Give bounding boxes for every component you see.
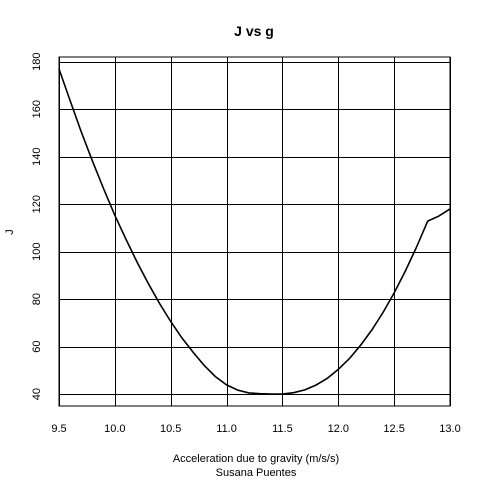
data-series-line	[58, 68, 451, 395]
y-tick-label: 60	[31, 341, 43, 353]
y-tick-label: 40	[31, 388, 43, 400]
chart-title: J vs g	[234, 23, 274, 39]
x-tick-label: 13.0	[439, 423, 460, 435]
y-tick-label: 160	[31, 100, 43, 118]
x-tick-label: 9.5	[51, 423, 66, 435]
x-axis-label: Acceleration due to gravity (m/s/s)	[173, 453, 339, 465]
x-tick-label: 12.0	[328, 423, 349, 435]
y-tick-label: 100	[31, 243, 43, 261]
y-axis-label: J	[4, 229, 16, 235]
y-tick-label: 180	[31, 53, 43, 71]
grid-lines	[59, 57, 451, 406]
x-tick-label: 10.0	[104, 423, 125, 435]
y-tick-label: 80	[31, 293, 43, 305]
y-axis-ticks: 40 60 80 100 120 140 160 180	[31, 53, 43, 401]
x-tick-label: 12.5	[383, 423, 404, 435]
chart-subtitle: Susana Puentes	[216, 467, 297, 479]
y-tick-label: 120	[31, 195, 43, 213]
x-axis-ticks: 9.5 10.0 10.5 11.0 11.5 12.0 12.5 13.0	[51, 423, 460, 435]
y-tick-label: 140	[31, 148, 43, 166]
x-tick-label: 11.0	[216, 423, 237, 435]
x-tick-label: 10.5	[160, 423, 181, 435]
x-tick-label: 11.5	[272, 423, 293, 435]
plot-frame	[58, 56, 451, 407]
